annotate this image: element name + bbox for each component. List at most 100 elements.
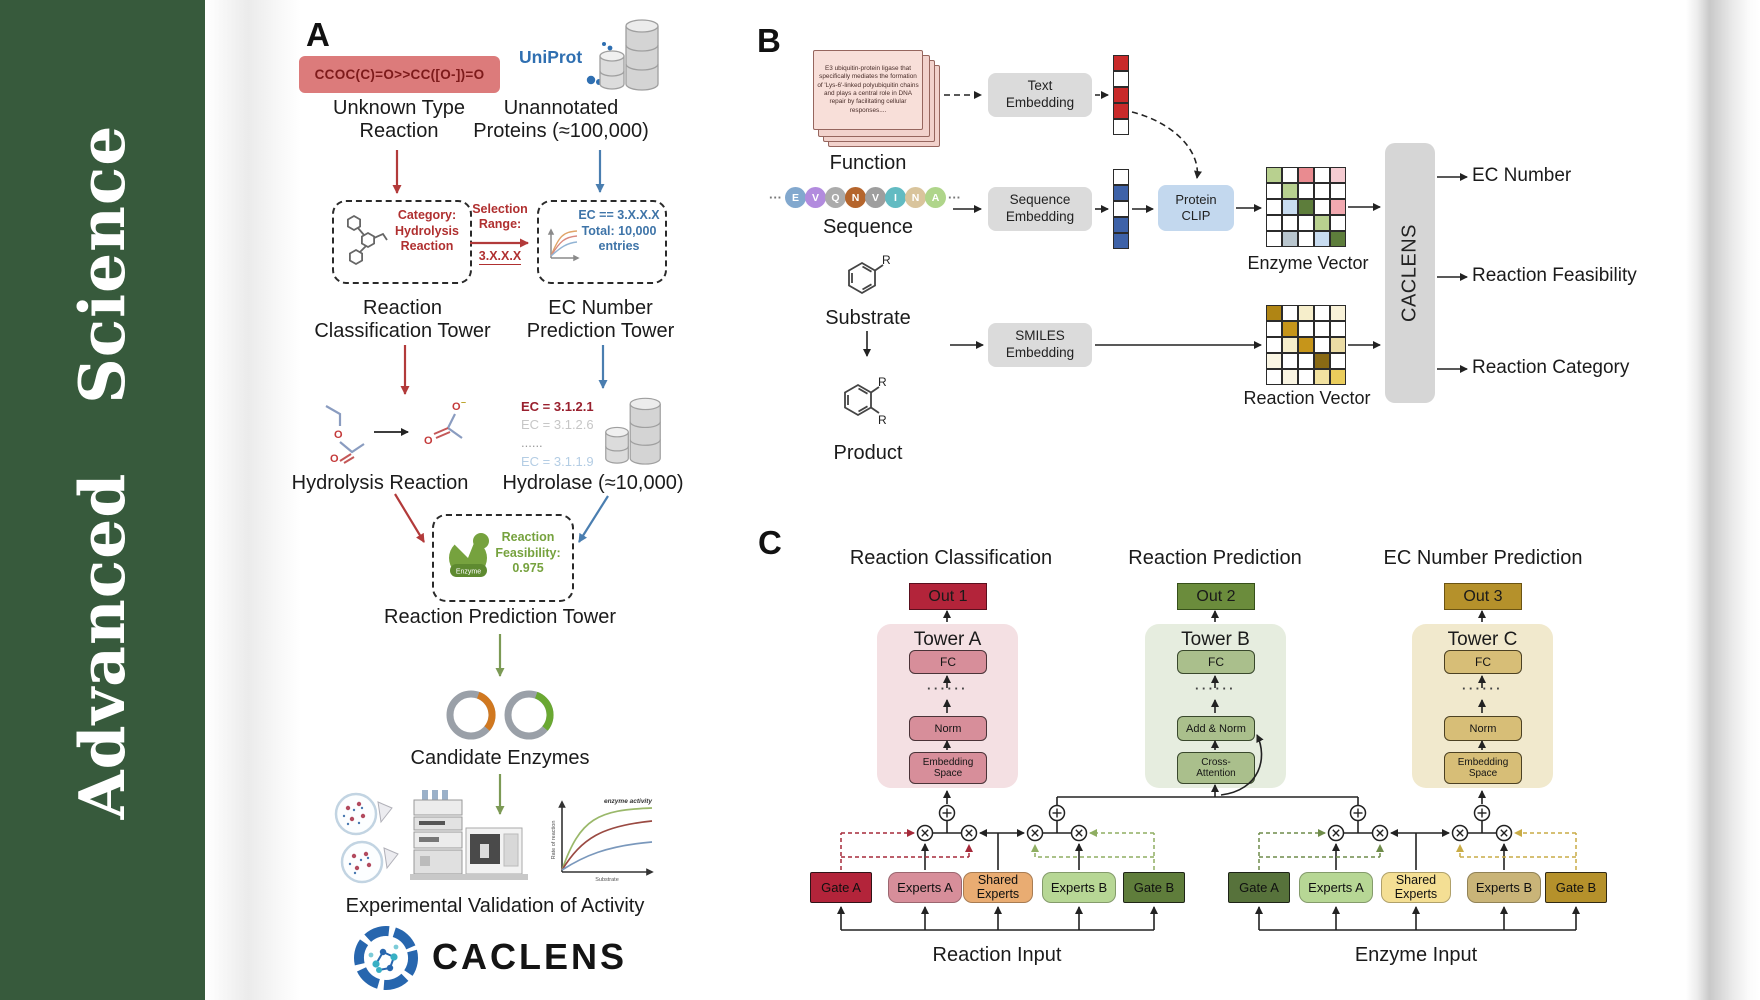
sequence-vector xyxy=(1113,169,1129,249)
enzyme-icon-label: Enzyme xyxy=(456,569,481,576)
tower-a-embedding-box: Embedding Space xyxy=(909,752,987,784)
vector-cell xyxy=(1113,217,1129,233)
graph-xlabel: Substrate xyxy=(595,877,619,883)
sequence-residue-circle: V xyxy=(865,187,886,208)
vector-cell xyxy=(1330,231,1346,247)
reaction-vector-label: Reaction Vector xyxy=(1243,388,1371,408)
vector-cell xyxy=(1314,199,1330,215)
hydrolysis-reaction-label: Hydrolysis Reaction xyxy=(291,472,469,494)
vector-cell xyxy=(1282,183,1298,199)
product-r-label-bottom: R xyxy=(878,413,887,427)
vector-cell xyxy=(1330,369,1346,385)
vector-cell xyxy=(1298,231,1314,247)
vector-cell xyxy=(1330,353,1346,369)
tower-a-norm-box: Norm xyxy=(909,716,987,741)
reaction-experts-b: Experts B xyxy=(1042,872,1116,903)
sequence-embedding-box: Sequence Embedding xyxy=(988,187,1092,231)
vector-cell xyxy=(1282,321,1298,337)
page-left-shadow xyxy=(205,0,301,1000)
header-reaction-prediction: Reaction Prediction xyxy=(1128,547,1302,569)
panel-c-label: C xyxy=(758,524,782,561)
vector-cell xyxy=(1314,321,1330,337)
tower-a-dots: ······ xyxy=(927,681,968,696)
vector-cell xyxy=(1314,353,1330,369)
ec-list-item: EC = 3.1.2.6 xyxy=(521,417,594,433)
reaction-input-label: Reaction Input xyxy=(932,944,1062,966)
tower-c-embedding-box: Embedding Space xyxy=(1444,752,1522,784)
output-ec-number: EC Number xyxy=(1472,165,1572,186)
reaction-shared-experts: Shared Experts xyxy=(963,872,1033,903)
header-ec-number-prediction: EC Number Prediction xyxy=(1383,547,1583,569)
vector-cell xyxy=(1266,199,1282,215)
function-card: E3 ubiquitin-protein ligase that specifi… xyxy=(813,50,923,130)
vector-cell xyxy=(1330,305,1346,321)
tower-a-fc-box: FC xyxy=(909,650,987,674)
substrate-r-label: R xyxy=(882,253,890,267)
vector-cell xyxy=(1298,183,1314,199)
caclens-logo-icon xyxy=(354,926,418,990)
text-embedding-box: Text Embedding xyxy=(988,73,1092,117)
vector-cell xyxy=(1330,183,1346,199)
vector-cell xyxy=(1298,199,1314,215)
validation-label: Experimental Validation of Activity xyxy=(345,895,645,917)
unannotated-proteins-label: Unannotated Proteins (≈100,000) xyxy=(473,97,649,142)
ec-selection-box xyxy=(537,200,667,284)
vector-cell xyxy=(1282,305,1298,321)
vector-cell xyxy=(1113,233,1129,249)
sequence-residue-circle: E xyxy=(785,187,806,208)
curves-chart-icon xyxy=(547,228,580,262)
svg-text:O: O xyxy=(452,401,461,413)
graph-annotation: enzyme activity xyxy=(604,798,652,805)
sequence-ellipsis-left: ··· xyxy=(769,190,782,205)
ec-total-text: EC == 3.X.X.X Total: 10,000 entries xyxy=(578,208,660,254)
caclens-module-bar: CACLENS xyxy=(1385,143,1435,403)
enzyme-input-label: Enzyme Input xyxy=(1354,944,1478,966)
reaction-gate-b: Gate B xyxy=(1123,872,1185,903)
vector-cell xyxy=(1298,321,1314,337)
product-molecule-icon: R R xyxy=(844,375,887,427)
ec-tower-label: EC Number Prediction Tower xyxy=(526,297,675,342)
text-vector xyxy=(1113,55,1129,135)
vector-cell xyxy=(1298,305,1314,321)
tower-a-title: Tower A xyxy=(913,629,982,650)
vector-cell xyxy=(1314,369,1330,385)
vector-cell xyxy=(1266,183,1282,199)
vector-cell xyxy=(1282,337,1298,353)
tower-c-title: Tower C xyxy=(1447,629,1518,650)
classification-tower-label: Reaction Classification Tower xyxy=(314,297,491,342)
vector-cell xyxy=(1282,231,1298,247)
sequence-residue-circle: N xyxy=(845,187,866,208)
vector-cell xyxy=(1266,215,1282,231)
plasmid-icons xyxy=(446,690,554,740)
svg-text:O: O xyxy=(330,453,339,464)
sequence-residue-circle: N xyxy=(905,187,926,208)
sequence-residue-circle: V xyxy=(805,187,826,208)
vector-cell xyxy=(1266,305,1282,321)
header-reaction-classification: Reaction Classification xyxy=(849,547,1053,569)
tower-b-dots: ······ xyxy=(1195,681,1236,696)
text-embedding-label: Text Embedding xyxy=(1005,78,1075,110)
tower-b-addnorm-box: Add & Norm xyxy=(1177,716,1255,741)
substrate-molecule-icon: R xyxy=(848,253,890,295)
enzyme-icon: Enzyme xyxy=(448,533,489,577)
tower-b-fc-box: FC xyxy=(1177,650,1255,674)
vector-cell xyxy=(1113,201,1129,217)
vector-cell xyxy=(1298,369,1314,385)
vector-cell xyxy=(1282,199,1298,215)
enzyme-gate-b: Gate B xyxy=(1545,872,1607,903)
ec-list-item: EC = 3.1.1.9 xyxy=(521,453,594,469)
unknown-type-label: Unknown Type Reaction xyxy=(333,97,465,142)
panel-a-label: A xyxy=(306,16,330,53)
caclens-brand-text: CACLENS xyxy=(432,936,628,977)
vector-cell xyxy=(1266,337,1282,353)
selection-range-text: Selection Range: xyxy=(472,201,528,232)
protein-clip-label: Protein CLIP xyxy=(1175,191,1217,223)
output-reaction-feasibility: Reaction Feasibility xyxy=(1472,265,1637,286)
graph-ylabel: Rate of reaction xyxy=(551,821,557,860)
sequence-embedding-label: Sequence Embedding xyxy=(1005,192,1075,224)
vector-cell xyxy=(1266,353,1282,369)
vector-cell xyxy=(1314,183,1330,199)
enzyme-gate-a: Gate A xyxy=(1228,872,1290,903)
ec-list: EC = 3.1.2.1 EC = 3.1.2.6...... EC = 3.1.1… xyxy=(521,398,594,471)
